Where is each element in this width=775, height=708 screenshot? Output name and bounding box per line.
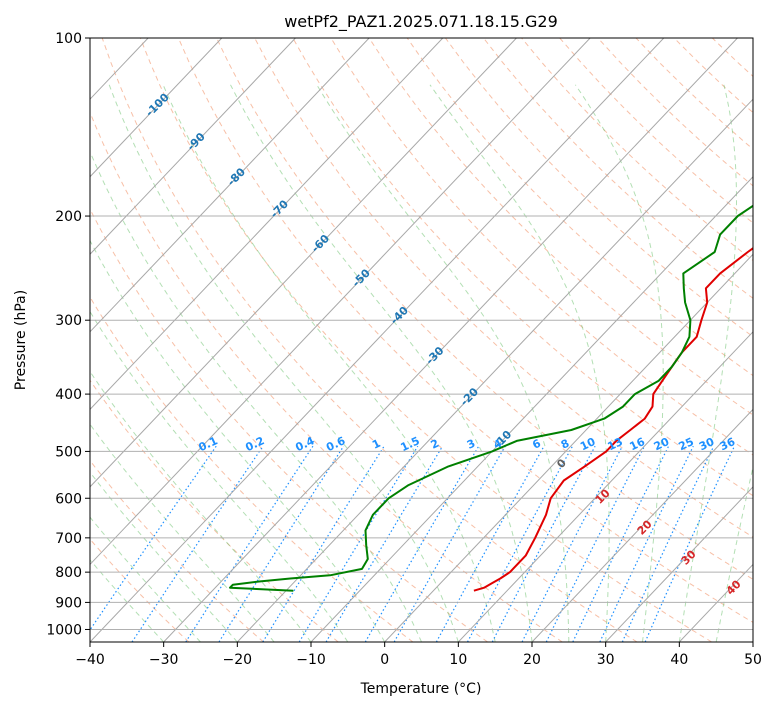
mixing-ratio-line [185,445,314,642]
mixing-ratio-label: 36 [718,435,738,453]
dry-adiabat [292,38,753,497]
x-tick-label: 30 [597,652,615,668]
mixing-ratio-line [262,445,385,642]
x-tick-label: 10 [449,652,467,668]
axes: −40 −30 −20 −10 0 10 20 30 40 50 100 200 300 400 500 60… [46,31,762,668]
moist-adiabat [90,516,201,642]
x-tick-label: −20 [223,652,253,668]
dry-adiabat [90,208,488,642]
x-tick-label: 50 [744,652,762,668]
y-tick-label: 300 [55,313,82,329]
pressure-gridlines [90,38,753,630]
isotherm [90,38,591,566]
isotherm [90,38,223,178]
mixing-ratio-label: 20 [652,435,672,453]
y-tick-label: 200 [55,209,82,225]
y-tick-label: 400 [55,387,82,403]
dry-adiabat [406,38,753,377]
moist-adiabat [90,150,422,642]
plot-frame [89,37,754,643]
isotherm [90,38,296,256]
mixing-ratio-label: 25 [677,435,696,453]
moist-adiabat [90,559,165,642]
moist-adiabat [316,84,570,642]
dry-adiabat [139,38,712,642]
x-axis-label: Temperature (°C) [360,681,482,697]
y-tick-label: 100 [55,31,82,47]
mixing-ratio-line [325,445,444,642]
y-tick-label: 900 [55,595,82,611]
y-axis-label: Pressure (hPa) [13,290,29,390]
mixing-ratio-line [393,445,506,642]
dry-adiabat [483,38,753,299]
isotherm [90,38,665,642]
moist-adiabat [90,370,312,642]
x-tick-label: 0 [380,652,389,668]
moist-adiabat [90,423,275,642]
dry-adiabat [177,38,753,623]
isotherms [90,38,753,642]
moist-adiabat [108,84,459,642]
chart-title: wetPf2_PAZ1.2025.071.18.15.G29 [284,12,558,32]
mixing-ratio-line [521,445,623,642]
mixing-ratio-label: 16 [628,435,648,453]
moist-adiabat [230,84,533,642]
isotherm [457,331,753,642]
x-tick-label: 40 [670,652,688,668]
moist-adiabat [90,471,238,642]
isotherm [531,408,753,642]
isotherm [236,98,753,642]
dry-adiabat [216,38,753,580]
x-tick-label: −40 [75,652,105,668]
mixing-ratio-line [572,445,670,642]
mixing-ratio-line [218,445,345,642]
x-tick-label: 20 [523,652,541,668]
dry-adiabat [368,38,753,416]
dry-adiabat [90,111,563,642]
moist-adiabat [574,84,664,642]
mixing-ratio-label: 13 [605,435,624,453]
isotherm [310,176,753,642]
isotherm [384,253,753,642]
mixing-ratio-line [90,445,217,632]
dry-adiabat [90,459,264,642]
y-tick-label: 800 [55,565,82,581]
y-tick-label: 600 [55,491,82,507]
data-series [229,204,753,592]
isotherm [605,486,753,642]
x-tick-label: −30 [149,652,179,668]
isotherm [163,38,738,642]
mixing-ratio-line [545,445,646,642]
y-tick-label: 700 [55,531,82,547]
mixing-ratio-line [298,445,419,642]
y-tick-label: 1000 [46,622,82,638]
y-tick-label: 500 [55,444,82,460]
x-tick-label: −10 [296,652,326,668]
isotherm [90,38,517,488]
mixing-ratio-line [131,445,264,642]
dry-adiabat [254,38,753,538]
isotherm [90,38,370,333]
mixing-ratio-lines [90,445,735,642]
mixing-ratio-label: 30 [697,435,717,453]
plot-area: -100-90-80-70-60-50-40-30-20-100.1 0.2 0.4… [90,38,753,642]
dry-adiabat [101,38,638,642]
mixing-ratio-label: 10 [578,435,598,453]
moist-adiabat [715,464,753,642]
isotherm [90,38,444,411]
mixing-ratio-line [435,445,545,642]
dewpoint-line [229,204,753,592]
